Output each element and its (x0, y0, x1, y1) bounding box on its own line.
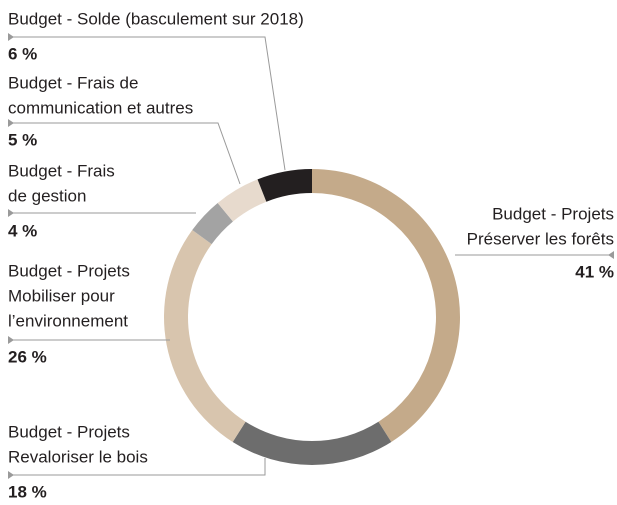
segment-label: Budget - Frais (8, 161, 115, 180)
segment-label: l’environnement (8, 311, 128, 330)
segment-label: Revaloriser le bois (8, 447, 148, 466)
value-label: 6 % (8, 44, 37, 63)
segment-label: Budget - Frais de (8, 73, 138, 92)
donut-segment (192, 202, 233, 245)
segment-label: de gestion (8, 186, 86, 205)
value-label: 18 % (8, 482, 47, 501)
value-label: 26 % (8, 347, 47, 366)
leader-arrow (608, 251, 614, 259)
segment-label: Mobiliser pour (8, 286, 115, 305)
donut-segment (163, 230, 246, 442)
value-label: 5 % (8, 130, 37, 149)
leader-line (8, 458, 266, 476)
donut-segment (217, 179, 267, 222)
leader-arrow (8, 209, 14, 217)
leader-line (8, 122, 241, 185)
segment-label: communication et autres (8, 98, 193, 117)
segment-label: Budget - Projets (492, 204, 614, 223)
leader-arrow (8, 119, 14, 127)
segment-label: Budget - Solde (basculement sur 2018) (8, 9, 304, 28)
value-label: 4 % (8, 221, 37, 240)
leader-arrow (8, 33, 14, 41)
value-label: 41 % (575, 262, 614, 281)
donut-segment (312, 169, 460, 442)
leader-arrow (8, 336, 14, 344)
donut-segment (257, 169, 312, 202)
segment-label: Préserver les forêts (467, 229, 614, 248)
segment-label: Budget - Projets (8, 261, 130, 280)
segment-label: Budget - Projets (8, 422, 130, 441)
donut-segment (232, 421, 392, 465)
leader-line (8, 36, 286, 171)
leader-arrow (8, 471, 14, 479)
